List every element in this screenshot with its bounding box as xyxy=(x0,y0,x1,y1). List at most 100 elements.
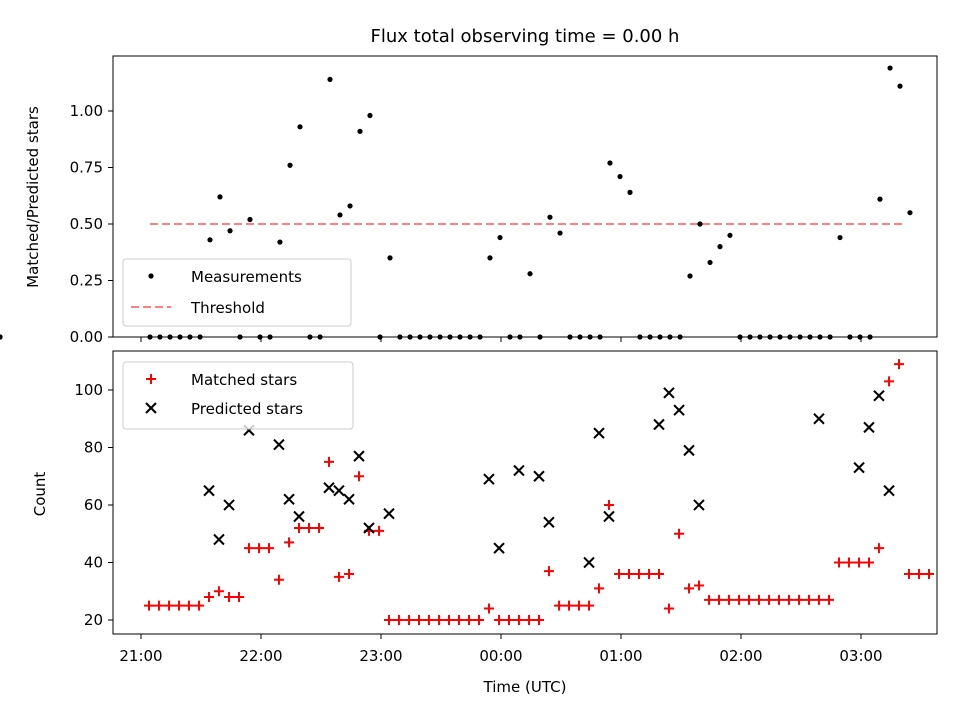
predicted-star-point xyxy=(343,493,355,505)
bottom-y-tick-label: 20 xyxy=(84,611,103,629)
matched-star-point xyxy=(284,537,295,548)
matched-star-point xyxy=(684,583,694,594)
matched-star-point xyxy=(204,592,214,602)
legend-predicted-label: Predicted stars xyxy=(191,400,303,418)
measurement-point xyxy=(327,76,333,82)
measurement-point xyxy=(247,216,253,223)
bottom-x-tick-label: 01:00 xyxy=(599,647,642,665)
bottom-y-axis: 20 40 60 80 100 xyxy=(74,381,113,629)
top-legend: Measurements Threshold xyxy=(122,258,352,327)
bottom-x-tick-label: 21:00 xyxy=(119,647,162,665)
predicted-star-point xyxy=(883,484,895,497)
top-y-tick-label: 0.25 xyxy=(70,272,103,290)
predicted-star-point xyxy=(543,516,555,528)
matched-star-point xyxy=(794,594,805,605)
top-y-tick-label: 1.00 xyxy=(70,102,103,120)
predicted-star-point xyxy=(603,510,615,523)
matched-star-point xyxy=(914,569,925,579)
measurement-point xyxy=(367,112,373,119)
matched-star-point xyxy=(264,543,274,554)
matched-star-point xyxy=(444,615,454,625)
matched-star-point xyxy=(254,543,265,554)
matched-star-point xyxy=(324,456,334,467)
predicted-star-point xyxy=(353,450,365,462)
predicted-star-point xyxy=(853,461,865,474)
matched-star-point xyxy=(774,594,784,605)
measurement-point xyxy=(687,273,693,279)
predicted-star-point xyxy=(863,421,875,434)
predicted-star-point xyxy=(873,390,885,402)
matched-star-point xyxy=(194,600,205,611)
bottom-x-tick-label: 23:00 xyxy=(359,647,402,665)
measurement-point xyxy=(907,210,913,216)
matched-star-point xyxy=(333,571,344,582)
matched-star-point xyxy=(224,592,235,602)
measurement-point xyxy=(337,212,343,218)
legend-matched-label: Matched stars xyxy=(191,371,297,389)
legend-measurements-marker xyxy=(148,273,154,279)
matched-star-point xyxy=(314,523,325,533)
matched-star-point xyxy=(693,580,704,591)
matched-star-point xyxy=(584,600,595,611)
bottom-x-tick-label: 22:00 xyxy=(239,647,282,665)
predicted-star-point xyxy=(363,522,375,534)
measurement-point xyxy=(387,255,393,261)
measurement-point xyxy=(557,230,563,236)
top-chart-title: Flux total observing time = 0.00 h xyxy=(371,26,680,47)
predicted-star-point xyxy=(203,484,215,497)
predicted-star-point xyxy=(493,542,505,554)
matched-star-point xyxy=(414,615,424,625)
measurement-point xyxy=(727,232,733,238)
predicted-star-point xyxy=(223,499,235,511)
matched-star-point xyxy=(864,557,874,568)
bottom-y-tick-label: 80 xyxy=(84,439,103,457)
measurement-point xyxy=(717,244,723,250)
predicted-star-point xyxy=(653,418,665,431)
bottom-x-axis-label: Time (UTC) xyxy=(483,678,567,696)
predicted-star-point xyxy=(583,556,595,569)
bottom-plot-marks xyxy=(144,359,934,625)
matched-star-point xyxy=(924,569,934,579)
matched-star-point xyxy=(384,615,394,625)
bottom-y-axis-label: Count xyxy=(31,472,49,517)
top-y-tick-label: 0.00 xyxy=(70,328,103,346)
legend-matched-marker xyxy=(146,374,156,384)
matched-star-point xyxy=(524,615,535,625)
top-x-ticks xyxy=(140,337,862,342)
predicted-star-point xyxy=(593,427,605,439)
top-plot-frame xyxy=(112,55,938,338)
top-y-axis: 0.00 0.25 0.50 0.75 1.00 xyxy=(70,102,113,346)
legend-measurements-label: Measurements xyxy=(191,268,302,286)
matched-star-point xyxy=(153,600,164,611)
matched-star-point xyxy=(303,523,314,533)
legend-predicted-marker xyxy=(145,402,157,414)
matched-star-point xyxy=(393,615,404,625)
matched-star-point xyxy=(744,594,754,605)
matched-star-point xyxy=(753,594,764,605)
matched-star-point xyxy=(663,603,674,614)
measurement-point xyxy=(347,203,353,209)
matched-star-point xyxy=(654,569,664,579)
matched-star-point xyxy=(723,594,734,605)
matched-star-point xyxy=(534,615,544,625)
bottom-x-tick-label: 03:00 xyxy=(839,647,882,665)
matched-star-point xyxy=(243,543,254,554)
matched-star-point xyxy=(183,600,194,611)
matched-star-point xyxy=(404,615,415,625)
matched-star-point xyxy=(294,523,304,533)
matched-star-point xyxy=(644,569,655,579)
bottom-y-tick-label: 40 xyxy=(84,554,103,572)
matched-star-point xyxy=(873,543,884,554)
predicted-star-point xyxy=(383,507,395,520)
matched-star-point xyxy=(453,615,464,625)
measurement-point xyxy=(0,334,3,340)
predicted-star-point xyxy=(333,484,345,497)
predicted-star-point xyxy=(693,499,705,511)
matched-star-point xyxy=(474,615,484,625)
matched-star-point xyxy=(804,594,814,605)
matched-star-point xyxy=(374,525,385,536)
predicted-star-point xyxy=(273,438,285,451)
measurement-point xyxy=(487,255,493,261)
predicted-star-point xyxy=(213,533,225,546)
matched-star-point xyxy=(354,471,364,482)
